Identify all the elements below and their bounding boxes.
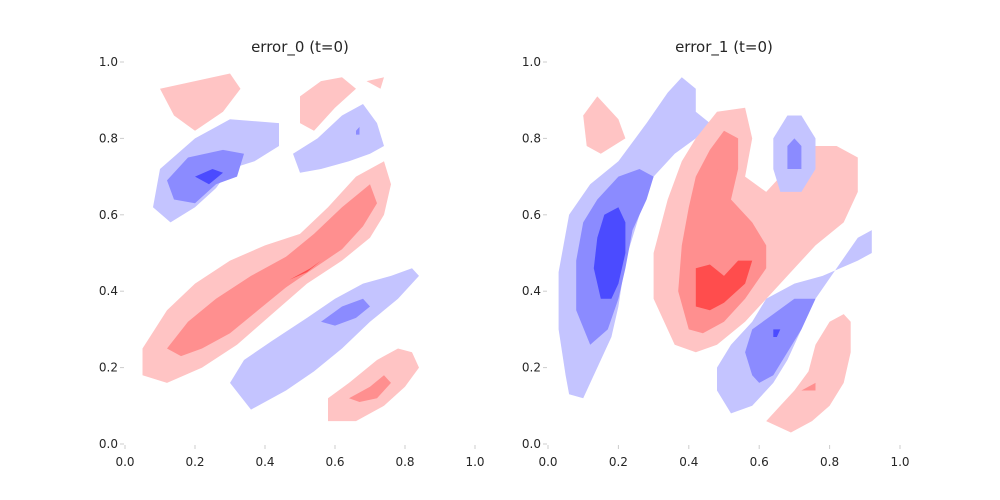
y-tick-label: 0.2 — [99, 361, 118, 375]
x-tick-label: 0.8 — [395, 455, 414, 469]
x-tick-label: 0.2 — [185, 455, 204, 469]
contour-region-neg-2 — [787, 138, 802, 169]
chart-title: error_0 (t=0) — [251, 38, 349, 57]
y-tick-label: 0.4 — [522, 284, 541, 298]
y-tick-label: 1.0 — [99, 55, 118, 69]
x-tick-label: 0.4 — [679, 455, 698, 469]
x-tick-label: 1.0 — [465, 455, 484, 469]
contour-panel-error-0: error_0 (t=0) 0.0 0.2 0.4 0.6 0.8 1.0 0.0 0.2 0.4… — [99, 38, 485, 469]
x-tick-label: 0.6 — [750, 455, 769, 469]
y-tick-label: 1.0 — [522, 55, 541, 69]
y-tick-label: 0.2 — [522, 361, 541, 375]
y-tick-label: 0.0 — [99, 437, 118, 451]
contour-region-neg-3 — [593, 207, 626, 299]
contour-region-pos-2 — [349, 375, 391, 402]
contour-region-pos-1 — [160, 73, 241, 131]
contour-panel-error-1: error_1 (t=0) 0.0 0.2 0.4 0.6 0.8 1.0 0.0 0.2 0.4… — [522, 38, 910, 469]
contour-region-pos-1 — [583, 96, 626, 154]
x-tick-label: 0.6 — [325, 455, 344, 469]
contour-region-pos-1 — [840, 172, 851, 185]
contour-region-pos-1 — [766, 314, 851, 433]
chart-title: error_1 (t=0) — [675, 38, 773, 57]
contour-region-pos-3 — [695, 260, 753, 311]
contour-region-neg-1 — [230, 268, 419, 410]
contour-region-pos-2 — [801, 382, 816, 391]
x-tick-label: 0.8 — [820, 455, 839, 469]
contour-region-neg-3 — [773, 329, 781, 337]
x-tick-label: 1.0 — [890, 455, 909, 469]
contour-region-neg-2 — [321, 298, 370, 326]
x-tick-label: 0.0 — [115, 455, 134, 469]
x-tick-label: 0.4 — [255, 455, 274, 469]
contour-region-pos-1 — [300, 77, 356, 131]
y-tick-label: 0.8 — [99, 131, 118, 145]
contour-region-pos-1 — [366, 77, 384, 89]
y-tick-label: 0.6 — [522, 208, 541, 222]
y-tick-label: 0.6 — [99, 208, 118, 222]
contour-region-pos-2 — [167, 184, 377, 357]
y-tick-label: 0.0 — [522, 437, 541, 451]
x-tick-label: 0.0 — [538, 455, 557, 469]
contour-region-neg-3 — [195, 169, 223, 185]
contour-region-pos-2 — [709, 169, 721, 181]
contour-region-neg-1 — [293, 104, 384, 173]
y-tick-label: 0.8 — [522, 131, 541, 145]
contour-region-neg-2 — [745, 298, 816, 383]
y-tick-label: 0.4 — [99, 284, 118, 298]
x-tick-label: 0.2 — [609, 455, 628, 469]
contour-region-neg-2 — [356, 126, 360, 135]
